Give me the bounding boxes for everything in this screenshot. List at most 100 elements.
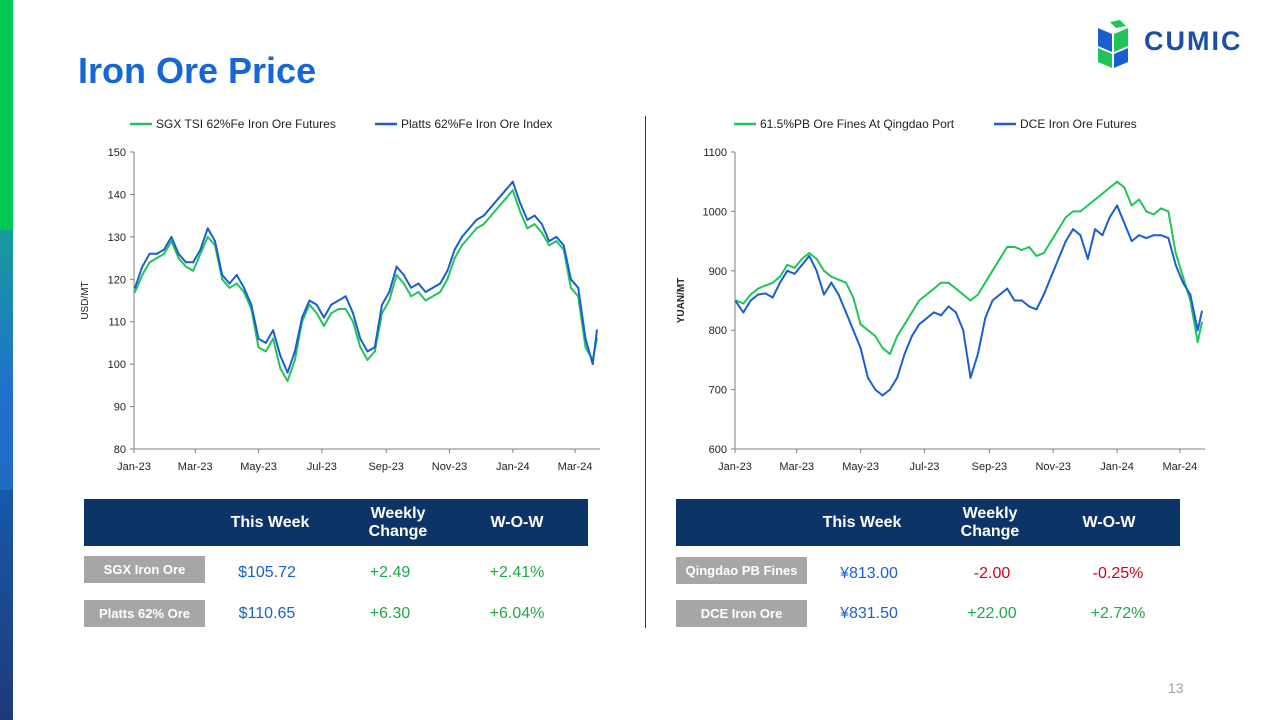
x-tick-label: Mar-23 — [779, 461, 814, 473]
data-point — [402, 274, 405, 277]
data-point — [735, 300, 738, 303]
data-point — [815, 257, 818, 260]
data-point — [417, 291, 420, 294]
right-row-dce-weekly-change: +22.00 — [967, 605, 1017, 622]
data-point — [793, 272, 796, 275]
data-point — [940, 314, 943, 317]
data-point — [577, 286, 580, 289]
data-point — [460, 244, 463, 247]
data-point — [482, 223, 485, 226]
data-point — [866, 329, 869, 332]
data-point — [439, 282, 442, 285]
right-header-this-week: This Week — [822, 513, 902, 531]
data-point — [286, 371, 289, 374]
data-point — [808, 254, 811, 257]
data-point — [170, 240, 173, 243]
right-row-qingdao-weekly-change: -2.00 — [973, 565, 1011, 582]
data-point — [1116, 204, 1119, 207]
x-tick-label: May-23 — [240, 461, 277, 473]
data-point — [844, 311, 847, 314]
right-row-qingdao-this-week: ¥813.00 — [840, 565, 898, 582]
data-point — [141, 274, 144, 277]
data-point — [800, 257, 803, 260]
data-point — [764, 284, 767, 287]
data-point — [918, 323, 921, 326]
data-point — [134, 286, 137, 289]
data-point — [439, 291, 442, 294]
data-point — [337, 307, 340, 310]
x-tick-label: Jul-23 — [307, 461, 337, 473]
data-point — [771, 281, 774, 284]
data-point — [815, 269, 818, 272]
data-point — [962, 329, 965, 332]
data-point — [1108, 186, 1111, 189]
data-point — [998, 293, 1001, 296]
series-line — [134, 180, 598, 374]
data-point — [490, 206, 493, 209]
data-point — [1196, 341, 1199, 344]
data-point — [1138, 198, 1141, 201]
data-point — [453, 257, 456, 260]
data-point — [969, 299, 972, 302]
data-point — [1101, 192, 1104, 195]
data-point — [1108, 216, 1111, 219]
data-point — [749, 293, 752, 296]
data-point — [1116, 180, 1119, 183]
data-point — [910, 311, 913, 314]
x-tick-label: Jul-23 — [909, 461, 939, 473]
data-point — [1064, 216, 1067, 219]
data-point — [962, 293, 965, 296]
data-point — [497, 206, 500, 209]
y-tick-label: 900 — [709, 266, 727, 278]
data-point — [859, 347, 862, 350]
data-point — [359, 346, 362, 349]
left-row-sgx-wow: +2.41% — [489, 564, 545, 581]
data-point — [1200, 321, 1203, 324]
left-header-this-week: This Week — [230, 513, 310, 531]
left-table-header: This Week Weekly Change W-O-W — [84, 499, 588, 546]
data-point — [844, 281, 847, 284]
data-point — [388, 291, 391, 294]
data-point — [228, 282, 231, 285]
page-number: 13 — [1168, 680, 1184, 696]
data-point — [1130, 240, 1133, 243]
data-point — [591, 363, 594, 366]
data-point — [940, 281, 943, 284]
side-accent-bar — [0, 0, 13, 720]
data-point — [431, 295, 434, 298]
data-point — [1094, 198, 1097, 201]
data-point — [431, 286, 434, 289]
data-point — [786, 269, 789, 272]
y-tick-label: 140 — [108, 189, 126, 201]
x-tick-label: Jan-24 — [496, 461, 530, 473]
data-point — [976, 352, 979, 355]
data-point — [330, 312, 333, 315]
data-point — [410, 295, 413, 298]
data-point — [279, 354, 282, 357]
data-point — [526, 218, 529, 221]
legend-label: SGX TSI 62%Fe Iron Ore Futures — [156, 117, 336, 131]
data-point — [1028, 305, 1031, 308]
data-point — [1042, 293, 1045, 296]
data-point — [793, 266, 796, 269]
data-point — [881, 347, 884, 350]
data-point — [213, 240, 216, 243]
data-point — [1035, 254, 1038, 257]
left-header-wow: W-O-W — [490, 513, 544, 531]
data-point — [221, 274, 224, 277]
data-point — [1072, 210, 1075, 213]
data-point — [830, 281, 833, 284]
data-point — [1200, 310, 1203, 313]
data-point — [322, 324, 325, 327]
data-point — [511, 180, 514, 183]
data-point — [250, 303, 253, 306]
data-point — [830, 275, 833, 278]
right-table-header: This Week Weekly Change W-O-W — [676, 499, 1180, 546]
data-point — [866, 376, 869, 379]
data-point — [1182, 275, 1185, 278]
data-point — [519, 201, 522, 204]
y-tick-label: 700 — [709, 385, 727, 397]
data-point — [490, 214, 493, 217]
data-point — [984, 281, 987, 284]
data-point — [293, 358, 296, 361]
